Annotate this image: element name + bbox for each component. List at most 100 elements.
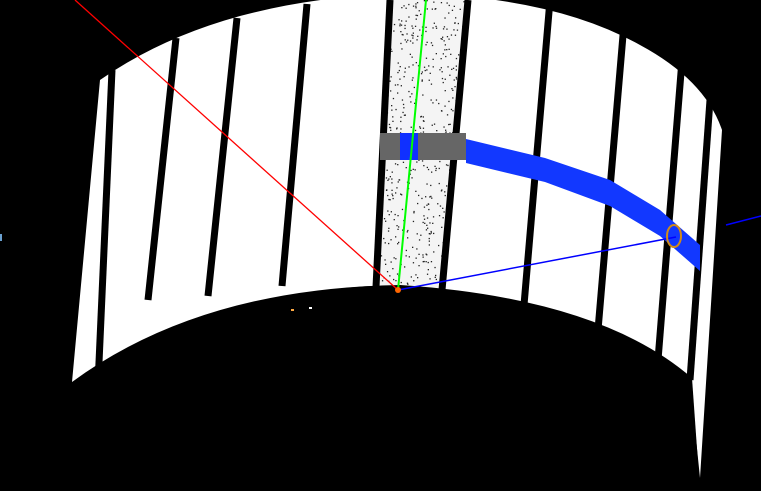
panel-dot bbox=[431, 197, 433, 199]
panel-dot bbox=[381, 280, 384, 282]
panel-dot bbox=[408, 66, 410, 68]
panel-dot bbox=[394, 84, 397, 86]
panel-dot bbox=[410, 101, 412, 103]
panel-dot bbox=[404, 27, 406, 30]
panel-dot bbox=[412, 32, 414, 34]
panel-dot bbox=[389, 126, 391, 129]
panel-dot bbox=[397, 164, 399, 166]
stripe bbox=[278, 3, 311, 287]
panel-dot bbox=[412, 168, 414, 170]
panel-dot bbox=[445, 131, 447, 133]
panel-dot bbox=[393, 219, 395, 221]
floor-point bbox=[309, 307, 312, 309]
panel-dot bbox=[444, 17, 446, 19]
panel-dot bbox=[417, 277, 419, 279]
panel-dot bbox=[421, 197, 423, 200]
panel-dot bbox=[435, 53, 437, 55]
panel-dot bbox=[415, 62, 417, 64]
panel-dot bbox=[445, 129, 447, 131]
panel-dot bbox=[448, 100, 450, 103]
panel-dot bbox=[393, 30, 395, 32]
panel-dot bbox=[439, 69, 441, 71]
panel-dot bbox=[404, 266, 406, 268]
panel-dot bbox=[422, 94, 424, 96]
panel-dot bbox=[413, 210, 415, 213]
panel-dot bbox=[451, 88, 453, 90]
panel-dot bbox=[412, 77, 414, 79]
panel-dot bbox=[408, 90, 410, 93]
panel-dot bbox=[450, 53, 452, 55]
panel-dot bbox=[422, 261, 424, 263]
z-axis-line-far bbox=[725, 215, 761, 226]
panel-dot bbox=[419, 126, 421, 128]
panel-dot bbox=[458, 54, 460, 56]
panel-dot bbox=[448, 4, 450, 7]
panel-dot bbox=[398, 19, 400, 21]
panel-dot bbox=[444, 49, 446, 51]
panel-dot bbox=[426, 41, 428, 43]
panel-dot bbox=[391, 189, 393, 191]
panel-dot bbox=[414, 25, 417, 27]
y-axis-line bbox=[397, 0, 427, 291]
panel-dot bbox=[398, 226, 400, 228]
panel-dot bbox=[401, 7, 403, 9]
panel-dot bbox=[423, 218, 426, 220]
panel-dot bbox=[438, 102, 440, 105]
panel-dot bbox=[415, 14, 417, 16]
panel-dot bbox=[411, 177, 413, 179]
panel-dot bbox=[399, 78, 401, 80]
stripe bbox=[520, 0, 554, 306]
panel-dot bbox=[438, 182, 440, 185]
panel-dot bbox=[422, 256, 424, 258]
panel-dot bbox=[456, 29, 459, 31]
panel-dot bbox=[429, 278, 431, 280]
panel-dot bbox=[412, 5, 415, 7]
panel-dot bbox=[390, 211, 392, 213]
panel-dot bbox=[398, 69, 400, 72]
panel-dot bbox=[422, 116, 424, 118]
panel-dot bbox=[443, 211, 445, 213]
panel-dot bbox=[419, 127, 422, 129]
panel-dot bbox=[435, 27, 438, 29]
z-axis-line bbox=[397, 236, 677, 291]
panel-dot bbox=[433, 123, 436, 125]
panel-dot bbox=[440, 67, 442, 69]
panel-dot bbox=[415, 18, 417, 20]
panel-dot bbox=[425, 229, 428, 231]
stripe bbox=[654, 59, 686, 361]
panel-dot bbox=[423, 206, 426, 208]
panel-dot bbox=[400, 281, 402, 284]
panel-dot bbox=[431, 171, 433, 173]
panel-dot bbox=[388, 227, 390, 229]
panel-dot bbox=[387, 194, 389, 197]
panel-dot bbox=[430, 232, 432, 234]
panel-dot bbox=[389, 80, 391, 82]
panel-dot bbox=[402, 103, 405, 106]
panel-dot bbox=[393, 257, 395, 259]
panel-dot bbox=[412, 246, 414, 248]
panel-dot bbox=[403, 76, 405, 78]
stripe bbox=[144, 37, 180, 301]
panel-dot bbox=[415, 257, 417, 259]
panel-dot bbox=[433, 232, 435, 235]
panel-dot bbox=[431, 8, 433, 10]
panel-dot bbox=[397, 71, 399, 74]
edge-marker bbox=[0, 234, 2, 241]
panel-dot bbox=[398, 179, 401, 181]
panel-dot bbox=[413, 212, 415, 214]
panel-dot bbox=[423, 0, 426, 2]
panel-dot bbox=[425, 253, 427, 255]
panel-dot bbox=[418, 159, 420, 161]
panel-dot bbox=[430, 83, 433, 85]
panel-dot bbox=[388, 214, 390, 216]
panel-dot bbox=[444, 90, 446, 92]
panel-dot bbox=[428, 233, 430, 235]
panel-dot bbox=[433, 1, 435, 3]
panel-dot bbox=[395, 108, 397, 111]
panel-dot bbox=[406, 33, 408, 35]
panel-dot bbox=[396, 187, 398, 189]
panel-dot bbox=[392, 120, 394, 122]
x-axis-line bbox=[74, 0, 399, 291]
panel-dot bbox=[394, 163, 397, 165]
